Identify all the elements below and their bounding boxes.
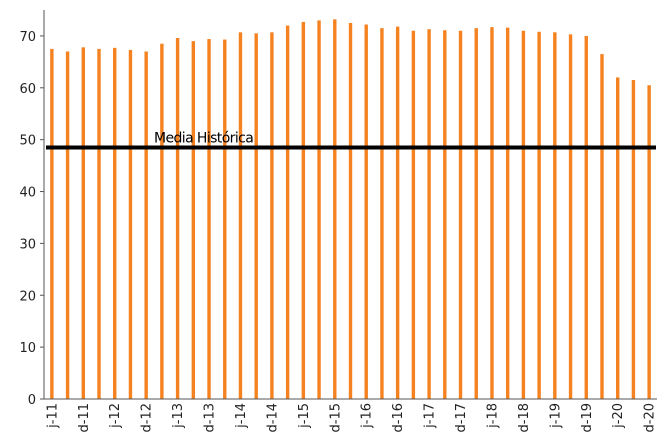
y-axis: 0 10 20 30 40 50 60 70	[19, 10, 45, 408]
y-tick-label: 70	[19, 30, 36, 45]
bar	[113, 47, 117, 400]
x-tick-label: d-17	[454, 403, 469, 433]
y-tick-label: 0	[28, 393, 36, 408]
bar	[490, 27, 494, 400]
x-tick-label: d-15	[328, 403, 343, 433]
bar	[631, 80, 636, 400]
x-tick-label: d-18	[517, 403, 532, 433]
bar	[254, 33, 258, 400]
bar	[600, 54, 604, 400]
bar	[223, 39, 227, 400]
y-tick-label: 20	[19, 289, 36, 304]
bar	[301, 21, 306, 400]
y-tick-label: 10	[19, 341, 36, 356]
x-tick-label: j-18	[485, 403, 500, 429]
bar	[505, 27, 510, 399]
x-tick-label: j-15	[297, 403, 312, 429]
bar	[81, 47, 85, 400]
bar	[333, 19, 337, 400]
y-tick-label: 30	[19, 237, 36, 252]
x-tick-label: j-14	[234, 403, 249, 429]
bar	[395, 26, 400, 399]
bar	[411, 30, 416, 399]
x-tick-label: j-11	[45, 403, 60, 429]
bar	[443, 30, 447, 399]
bar	[285, 25, 290, 400]
bar	[568, 34, 573, 399]
x-tick-label: d-19	[580, 403, 595, 433]
bar	[537, 31, 541, 400]
x-tick-label: j-16	[360, 403, 375, 429]
bar	[458, 30, 463, 399]
x-tick-label: d-12	[140, 403, 155, 433]
y-tick-label: 60	[19, 82, 36, 97]
bar	[97, 48, 101, 400]
x-tick-label: j-20	[611, 403, 626, 429]
y-tick-label: 40	[19, 186, 36, 201]
bar	[348, 22, 353, 399]
bar	[144, 51, 148, 400]
bar	[128, 49, 133, 399]
bar	[616, 77, 620, 400]
bar	[427, 29, 431, 399]
x-tick-label: j-19	[548, 403, 563, 429]
x-tick-label: j-12	[108, 403, 123, 429]
bar	[317, 20, 321, 400]
bar	[380, 28, 384, 400]
bars	[50, 19, 651, 400]
x-tick-label: d-20	[643, 403, 658, 433]
bar	[474, 28, 478, 400]
media-historica-label: Media Histórica	[154, 130, 253, 146]
bar	[270, 32, 274, 400]
bar	[584, 35, 588, 400]
x-tick-label: d-16	[391, 403, 406, 433]
bar	[553, 32, 557, 400]
bar	[521, 30, 526, 399]
bar	[175, 38, 180, 399]
bar	[238, 32, 243, 400]
bar	[160, 43, 164, 400]
bar	[647, 85, 651, 400]
bar	[191, 41, 196, 400]
y-tick-label: 50	[19, 134, 36, 149]
bar	[65, 51, 70, 400]
reference-line-group: Media Histórica	[46, 130, 656, 150]
x-axis: j-11 d-11 j-12 d-12 j-13 d-13 j-14 d-14 j-15 d-15…	[44, 398, 658, 433]
bar	[364, 24, 368, 400]
x-tick-label: d-11	[77, 403, 92, 433]
x-tick-label: j-17	[423, 403, 438, 429]
bar	[50, 48, 54, 400]
x-tick-label: d-13	[203, 403, 218, 433]
x-tick-label: j-13	[171, 403, 186, 429]
bar	[207, 39, 211, 400]
x-tick-label: d-14	[265, 403, 280, 433]
